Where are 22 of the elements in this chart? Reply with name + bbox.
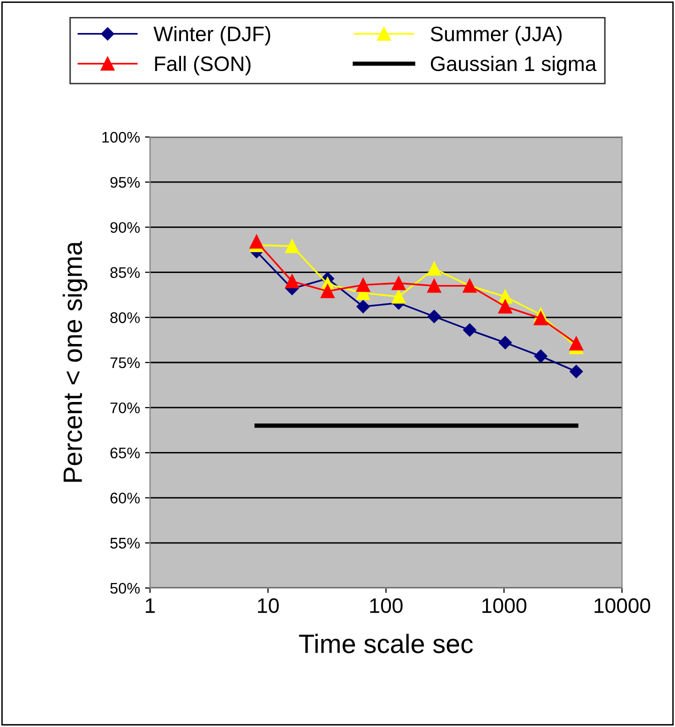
y-tick-label: 50%: [110, 582, 140, 594]
x-tick-label: 100: [370, 598, 403, 614]
legend-label: Fall (SON): [155, 56, 251, 76]
x-tick-label: 10: [258, 598, 279, 614]
y-tick-label: 75%: [110, 357, 140, 368]
y-tick-label: 70%: [110, 402, 140, 414]
y-tick-label: 90%: [110, 222, 140, 233]
x-axis-title: Time scale sec: [299, 634, 473, 654]
y-axis-title: Percent < one sigma: [62, 241, 88, 482]
legend-label: Winter (DJF): [154, 26, 270, 46]
x-tick-label: 10000: [594, 598, 650, 614]
y-tick-label: 60%: [110, 492, 140, 504]
y-tick-label: 100%: [102, 132, 140, 143]
x-tick-label: 1: [146, 598, 155, 613]
y-tick-label: 95%: [110, 176, 140, 188]
y-tick-label: 55%: [110, 538, 140, 549]
legend-label: Gaussian 1 sigma: [430, 56, 597, 76]
y-tick-label: 85%: [110, 267, 140, 278]
legend-label: Summer (JJA): [430, 26, 562, 46]
x-tick-label: 1000: [482, 598, 526, 614]
y-tick-label: 80%: [110, 312, 140, 324]
y-tick-label: 65%: [110, 448, 140, 458]
